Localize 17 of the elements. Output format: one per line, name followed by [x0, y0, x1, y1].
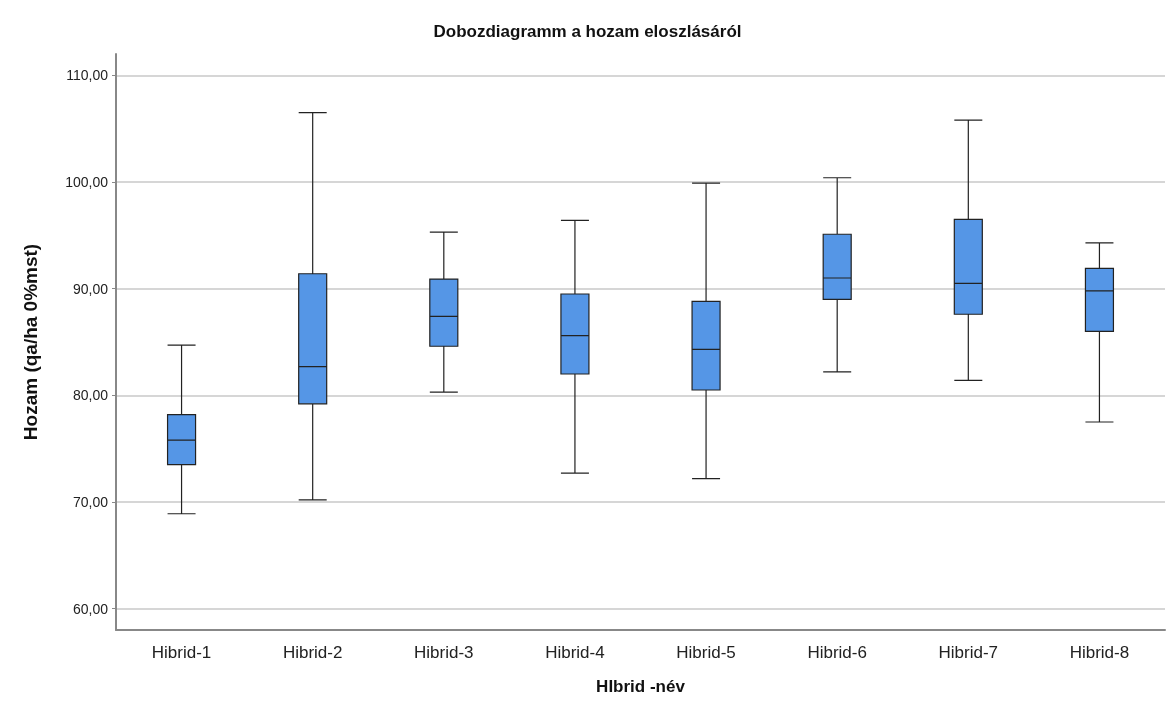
- x-tick-label: Hibrid-4: [545, 643, 605, 662]
- x-tick-label: Hibrid-6: [807, 643, 867, 662]
- y-tick-label: 90,00: [72, 280, 109, 297]
- y-tick-label: 100,00: [65, 174, 109, 190]
- x-tick-label: Hibrid-1: [151, 643, 212, 662]
- chart-title: Dobozdiagramm a hozam eloszlásáról: [433, 22, 742, 41]
- x-axis-title: HIbrid -név: [596, 677, 686, 696]
- x-tick-label: Hibrid-3: [414, 643, 474, 662]
- y-tick-label: 110,00: [66, 67, 109, 84]
- x-tick-label: Hibrid-7: [938, 643, 999, 662]
- y-tick-label: 70,00: [72, 494, 109, 510]
- x-tick-label: Hibrid-2: [282, 643, 343, 662]
- y-tick-label: 60,00: [72, 600, 109, 617]
- x-tick-label: Hibrid-8: [1069, 643, 1130, 662]
- x-tick-label: Hibrid-5: [676, 643, 736, 662]
- y-axis-title: Hozam (qa/ha 0%mst): [20, 243, 41, 441]
- y-tick-label: 80,00: [72, 387, 109, 404]
